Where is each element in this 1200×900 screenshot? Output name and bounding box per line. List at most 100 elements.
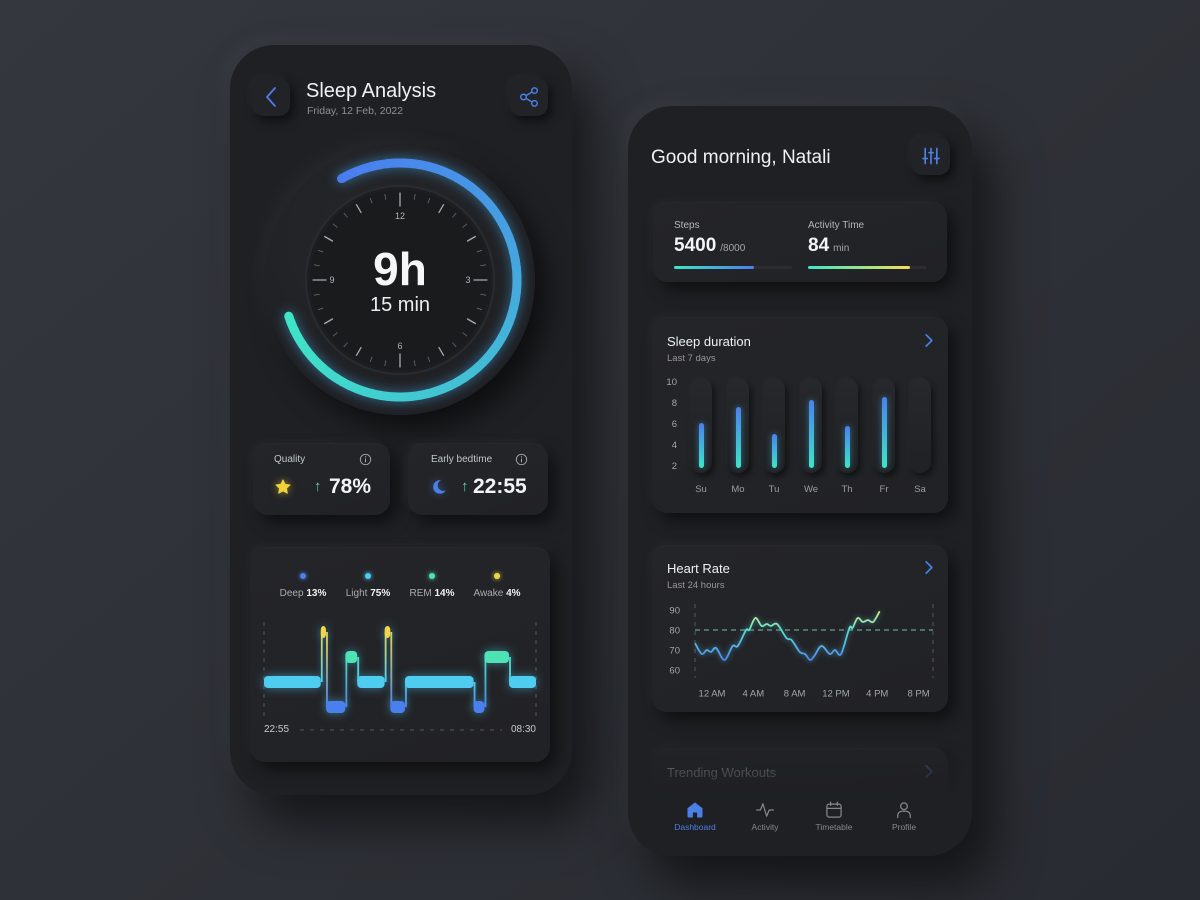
nav-timetable[interactable]: Timetable (804, 800, 864, 840)
clock-tick (476, 307, 483, 311)
y-axis-label: 60 (669, 666, 680, 677)
y-axis-label: 90 (669, 606, 680, 617)
clock-tick (466, 318, 476, 325)
sleep-hours: 9h (373, 243, 427, 295)
stage-segment-deep (325, 701, 346, 713)
legend-value: 4% (506, 588, 521, 599)
quality-label: Quality (274, 454, 306, 465)
heart-rate-card[interactable]: Heart Rate Last 24 hours 90 80 70 60 12 AM 4 … (652, 545, 948, 712)
steps-progress (674, 266, 792, 269)
clock-tick (313, 293, 320, 296)
dashboard-screen: Good morning, Natali Steps 5400/8000 Act… (628, 106, 972, 856)
info-icon[interactable] (515, 453, 528, 466)
stage-segment-light (264, 676, 321, 688)
clock-tick (324, 235, 334, 242)
bottom-fade (628, 731, 972, 856)
chevron-right-icon[interactable] (924, 560, 934, 580)
clock-numeral-9: 9 (329, 275, 334, 285)
sleep-duration-card[interactable]: Sleep duration Last 7 days 10 8 6 4 2 Su Mo Tu W… (652, 317, 948, 513)
day-label: Mo (731, 484, 745, 495)
clock-tick (332, 332, 338, 337)
clock-tick (369, 197, 373, 204)
x-axis-label: 12 AM (699, 689, 726, 700)
nav-label: Activity (751, 822, 779, 832)
quality-card[interactable]: Quality ↑ 78% (253, 443, 390, 515)
clock-tick (384, 360, 387, 367)
sleep-duration-title: Sleep duration (667, 334, 751, 349)
clock-tick (317, 307, 324, 311)
clock-tick (476, 249, 483, 253)
sleep-analysis-screen: Sleep Analysis Friday, 12 Feb, 2022 12 3… (230, 45, 572, 795)
clock-tick (438, 204, 445, 214)
clock-tick (427, 356, 431, 363)
clock-tick (317, 249, 324, 253)
steps-value: 5400/8000 (674, 235, 745, 260)
activity-progress-fill (808, 266, 911, 269)
day-label: Fr (879, 484, 889, 495)
sleep-bar-fr (881, 397, 887, 469)
clock-tick (324, 318, 334, 325)
clock-tick (462, 223, 468, 228)
chevron-right-icon[interactable] (924, 333, 934, 353)
day-label: We (803, 484, 819, 495)
legend-dot (300, 573, 306, 579)
activity-icon (756, 803, 774, 817)
nav-profile[interactable]: Profile (874, 800, 934, 840)
star-icon (274, 478, 292, 496)
x-axis-label: 8 PM (908, 689, 930, 700)
clock-tick (313, 264, 320, 267)
nav-dashboard[interactable]: Dashboard (665, 800, 725, 840)
clock-ticks (312, 192, 488, 368)
chevron-left-icon (266, 87, 276, 107)
early-bedtime-card[interactable]: Early bedtime ↑ 22:55 (408, 443, 548, 515)
heart-rate-line (694, 611, 881, 661)
legend-label: Light (345, 588, 368, 599)
sleep-clock: 12 3 6 9 9h 15 min (265, 145, 535, 415)
activity-value: 84 min (808, 235, 849, 260)
y-axis-label: 4 (671, 440, 677, 452)
sleep-bar-we (808, 399, 814, 469)
home-icon (687, 802, 703, 818)
sleep-bar-su (698, 422, 704, 469)
stage-segment-deep (390, 701, 405, 713)
stage-segment-deep (473, 701, 485, 713)
clock-tick (480, 293, 487, 296)
clock-tick (466, 235, 476, 242)
y-axis-label: 80 (669, 626, 680, 637)
sleep-progress-ring (284, 158, 522, 402)
filter-button[interactable] (912, 137, 950, 175)
legend-value: 75% (370, 588, 391, 599)
sleep-bar-tu (771, 434, 777, 469)
steps-progress-fill (674, 266, 754, 269)
info-icon[interactable] (359, 453, 372, 466)
nav-label: Timetable (815, 822, 853, 832)
clock-tick (355, 204, 362, 214)
steps-label: Steps (674, 220, 700, 231)
bar-track-tu[interactable] (763, 378, 785, 473)
heart-rate-chart: 90 80 70 60 12 AM 4 AM 8 AM 12 PM 4 PM 8 PM (669, 604, 934, 700)
share-button[interactable] (510, 78, 548, 116)
steps-goal: /8000 (720, 243, 746, 254)
bar-track-sa[interactable] (909, 378, 931, 473)
bedtime-label: Early bedtime (431, 454, 493, 465)
clock-tick (462, 332, 468, 337)
trend-up-icon: ↑ (314, 478, 322, 495)
moon-icon (430, 478, 448, 496)
stage-segment-awake (384, 626, 391, 638)
back-button[interactable] (252, 78, 290, 116)
clock-tick (438, 346, 445, 356)
sleep-bar-mo (735, 406, 741, 469)
bar-track-th[interactable] (836, 378, 858, 473)
clock-tick (384, 193, 387, 200)
day-label: Tu (768, 484, 780, 495)
nav-label: Dashboard (674, 822, 716, 832)
heart-rate-title: Heart Rate (667, 561, 730, 576)
stage-segment-rem (345, 651, 358, 663)
x-axis-label: 4 PM (866, 689, 888, 700)
y-axis-label: 10 (666, 377, 677, 389)
stage-segment-light (357, 676, 385, 688)
day-label: Sa (914, 484, 926, 495)
legend-label: Deep (279, 588, 304, 599)
calendar-icon (826, 801, 842, 818)
nav-activity[interactable]: Activity (735, 800, 795, 840)
